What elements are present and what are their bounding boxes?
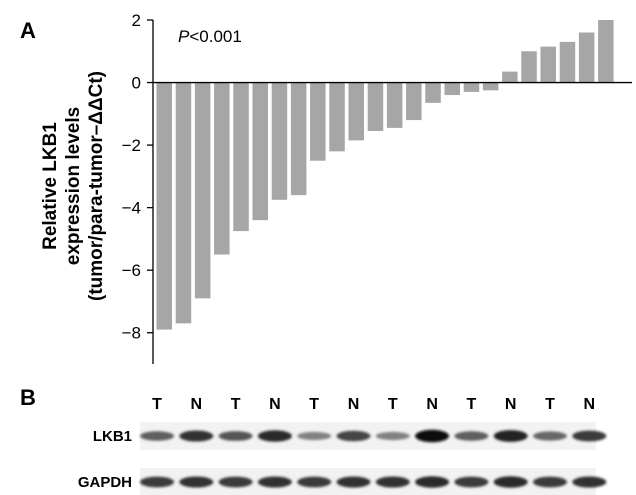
bar bbox=[252, 82, 268, 221]
blot-band bbox=[493, 430, 528, 442]
blot-band bbox=[415, 476, 450, 488]
blot-band bbox=[454, 431, 489, 441]
blot-band bbox=[533, 431, 567, 441]
bar bbox=[348, 82, 364, 141]
bar bbox=[367, 82, 384, 132]
bar bbox=[310, 82, 326, 161]
p-value-symbol: P bbox=[178, 27, 190, 46]
bar bbox=[578, 32, 595, 83]
bar bbox=[559, 41, 576, 83]
blot-band bbox=[257, 476, 292, 488]
blot-band bbox=[572, 476, 607, 488]
p-value-text: <0.001 bbox=[189, 27, 241, 46]
bar bbox=[444, 82, 460, 96]
panel-a-label: A bbox=[20, 18, 36, 43]
bar bbox=[194, 82, 211, 299]
y-axis-label-line-1: Relative LKB1 bbox=[40, 122, 61, 250]
bar bbox=[425, 82, 441, 103]
blot-band bbox=[336, 430, 371, 442]
y-tick-label: 0 bbox=[132, 74, 141, 93]
blot-band bbox=[493, 476, 528, 488]
bar bbox=[540, 46, 556, 83]
blot-band bbox=[375, 431, 410, 441]
bar bbox=[156, 82, 172, 330]
blot-band bbox=[257, 430, 292, 442]
blot-band bbox=[336, 476, 371, 488]
lane-label: N bbox=[348, 396, 360, 413]
bar bbox=[175, 82, 192, 324]
lane-label: N bbox=[191, 396, 203, 413]
y-axis-label-line-2: expression levels bbox=[63, 107, 84, 265]
bar bbox=[233, 82, 249, 232]
bar bbox=[329, 82, 345, 152]
bar bbox=[463, 82, 480, 92]
bar bbox=[406, 82, 422, 121]
blot-row-label: LKB1 bbox=[93, 428, 132, 445]
y-tick-label: −6 bbox=[122, 261, 141, 280]
bars bbox=[156, 20, 614, 330]
blot-row-label: GAPDH bbox=[78, 474, 132, 491]
lane-label: T bbox=[231, 396, 241, 413]
blot-band bbox=[533, 476, 567, 488]
bar bbox=[598, 20, 614, 83]
y-axis-label-line-3: (tumor/para-tumor–ΔΔCt) bbox=[86, 71, 107, 301]
lane-label: N bbox=[584, 396, 596, 413]
blot-band bbox=[297, 431, 332, 441]
lane-label: T bbox=[388, 396, 398, 413]
blot-band bbox=[140, 431, 174, 441]
blot-band bbox=[415, 429, 450, 443]
bar bbox=[386, 82, 403, 128]
panel-b-label: B bbox=[20, 385, 36, 410]
y-axis-label: Relative LKB1 expression levels (tumor/p… bbox=[40, 71, 107, 301]
bar bbox=[271, 82, 288, 200]
bar bbox=[214, 82, 230, 255]
blot-band bbox=[572, 430, 607, 442]
p-value-annotation: P<0.001 bbox=[178, 27, 242, 46]
blot-band bbox=[218, 476, 253, 488]
lane-label: T bbox=[309, 396, 319, 413]
blot-band bbox=[218, 431, 253, 441]
blot-band bbox=[454, 476, 489, 488]
lane-label: N bbox=[426, 396, 438, 413]
blot-band bbox=[179, 476, 214, 488]
western-blot: LKB1 GAPDH bbox=[78, 422, 607, 495]
blot-band bbox=[297, 476, 332, 488]
blot-band bbox=[375, 476, 410, 488]
blot-band bbox=[140, 476, 174, 488]
bar bbox=[521, 51, 537, 83]
y-axis: 2 0 −2 −4 −6 −8 bbox=[122, 11, 154, 364]
y-tick-label: 2 bbox=[132, 11, 141, 30]
lane-label: N bbox=[269, 396, 281, 413]
blot-band bbox=[179, 430, 214, 442]
y-tick-label: −4 bbox=[122, 199, 141, 218]
bar bbox=[482, 82, 499, 91]
bar bbox=[290, 82, 307, 196]
y-tick-label: −2 bbox=[122, 136, 141, 155]
bar bbox=[502, 71, 518, 83]
lane-label: T bbox=[467, 396, 477, 413]
y-tick-label: −8 bbox=[122, 324, 141, 343]
lane-label: T bbox=[152, 396, 162, 413]
lane-label: T bbox=[545, 396, 555, 413]
lane-label: N bbox=[505, 396, 517, 413]
